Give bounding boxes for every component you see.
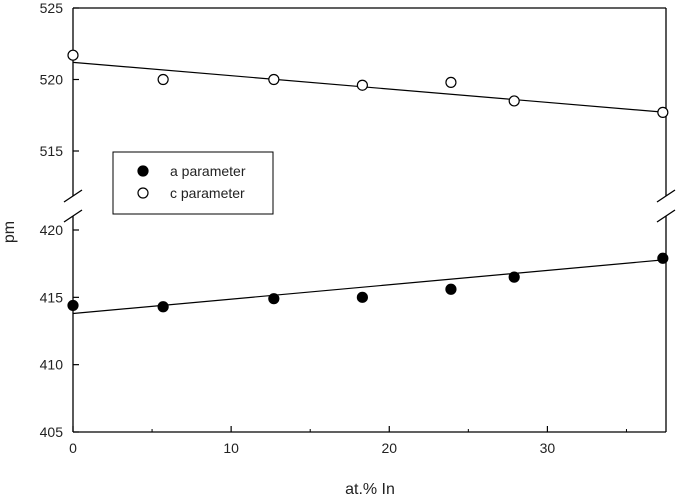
legend-marker (137, 165, 149, 177)
x-tick-label: 20 (381, 440, 397, 456)
data-point-c-parameter (67, 49, 79, 61)
x-tick-label: 10 (223, 440, 239, 456)
data-point-a-parameter (157, 301, 169, 313)
y-tick-label: 520 (40, 72, 64, 88)
data-point-a-parameter (508, 271, 520, 283)
y-axis-ticks: 515 520 525 405 410 415 420 (40, 0, 79, 440)
plot-frame (72, 7, 667, 433)
data-point-c-parameter (445, 76, 457, 88)
data-point-c-parameter (157, 73, 169, 86)
fit-line-a-parameter (72, 259, 667, 315)
fit-lines (72, 61, 667, 315)
data-point-a-parameter (356, 291, 368, 303)
data-point-a-parameter (445, 283, 457, 295)
y-tick-label: 525 (40, 0, 64, 16)
x-axis-ticks: 0 10 20 30 (69, 426, 627, 456)
x-tick-label: 0 (69, 440, 77, 456)
axis-break-mark-left-1 (63, 189, 83, 203)
data-points (67, 49, 669, 313)
legend-label: c parameter (170, 185, 245, 201)
y-tick-label: 415 (40, 289, 64, 305)
x-tick-label: 30 (540, 440, 556, 456)
data-point-c-parameter (508, 95, 520, 107)
axis-break-marks (63, 189, 676, 223)
data-point-a-parameter (657, 252, 669, 264)
fit-line-c-parameter (72, 61, 667, 113)
y-axis-label: pm (1, 221, 18, 243)
legend-marker (137, 187, 149, 199)
y-tick-label: 420 (40, 222, 64, 238)
axis-break-mark-right-2 (656, 209, 676, 223)
legend: a parameter c parameter (112, 151, 274, 215)
data-point-a-parameter (67, 299, 79, 312)
data-point-c-parameter (268, 73, 280, 86)
y-tick-label: 405 (40, 424, 64, 440)
axis-break-mark-left-2 (63, 209, 83, 223)
legend-label: a parameter (170, 163, 246, 179)
legend-box (112, 151, 274, 215)
data-point-a-parameter (268, 293, 280, 305)
data-point-c-parameter (356, 79, 368, 91)
y-tick-label: 515 (40, 143, 64, 159)
x-axis-label: at.% In (345, 481, 395, 498)
y-tick-label: 410 (40, 357, 64, 373)
data-point-c-parameter (657, 106, 669, 118)
axis-break-mark-right-1 (656, 189, 676, 203)
